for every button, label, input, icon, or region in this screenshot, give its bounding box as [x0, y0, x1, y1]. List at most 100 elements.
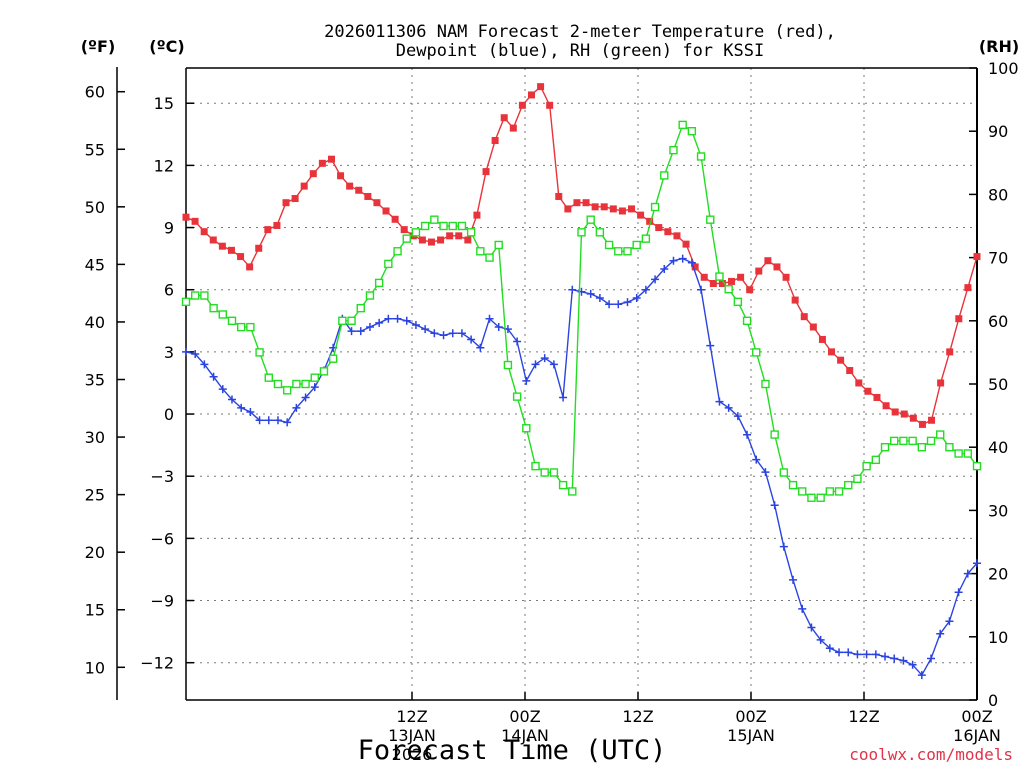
fahrenheit-tick-label: 55 — [85, 140, 105, 159]
rh-point — [549, 468, 559, 477]
rh-point — [522, 424, 531, 433]
rh-tick-label: 70 — [988, 249, 1008, 268]
temperature-series — [182, 83, 981, 428]
dewpoint-point — [384, 314, 393, 323]
celsius-tick-label: −9 — [150, 592, 174, 611]
x-tick-label: 12Z — [622, 707, 653, 726]
dewpoint-point — [761, 468, 770, 477]
temperature-point — [255, 244, 263, 252]
dewpoint-point — [963, 569, 972, 578]
x-tick-label: 00Z — [509, 707, 540, 726]
dewpoint-point — [595, 294, 604, 303]
dewpoint-point — [421, 325, 430, 334]
temperature-point — [582, 199, 590, 207]
rh-point — [917, 443, 927, 452]
rh-point — [669, 145, 678, 155]
dewpoint-point — [927, 654, 936, 663]
rh-point — [687, 126, 697, 136]
temperature-point — [491, 137, 499, 145]
temperature-point — [291, 195, 299, 203]
rh-point — [209, 303, 218, 313]
rh-tick-label: 0 — [988, 691, 998, 710]
temperature-point — [546, 101, 554, 109]
dewpoint-point — [393, 314, 402, 323]
temperature-point — [891, 408, 899, 416]
rh-point — [568, 487, 577, 496]
rh-point — [347, 316, 356, 325]
celsius-tick-label: −3 — [150, 467, 174, 486]
dewpoint-point — [816, 635, 825, 644]
rh-point — [844, 480, 853, 490]
rh-point — [807, 493, 816, 502]
rh-point — [788, 480, 798, 490]
rh-point — [586, 215, 595, 224]
temperature-point — [327, 155, 335, 163]
dewpoint-point — [825, 644, 834, 653]
dewpoint-point — [605, 300, 614, 309]
celsius-unit-label: (ºC) — [149, 37, 184, 56]
dewpoint-point — [347, 327, 356, 336]
dewpoint-point — [264, 416, 273, 425]
dewpoint-point — [752, 455, 761, 464]
dewpoint-point — [310, 383, 319, 392]
temperature-point — [464, 236, 472, 244]
dewpoint-point — [218, 385, 227, 394]
temperature-point — [364, 192, 372, 200]
temperature-point — [682, 240, 690, 248]
temperature-point — [246, 263, 254, 271]
rh-point — [411, 228, 421, 237]
rh-point — [862, 461, 871, 471]
temperature-point — [355, 186, 363, 194]
rh-point — [476, 247, 485, 256]
rh-tick-label: 60 — [988, 312, 1008, 331]
dewpoint-point — [402, 316, 411, 325]
temperature-point — [273, 221, 281, 229]
dewpoint-point — [494, 323, 503, 332]
temperature-point — [628, 205, 636, 213]
temperature-point — [855, 379, 863, 387]
dewpoint-point — [513, 337, 522, 346]
temperature-point — [318, 159, 326, 167]
rh-tick-label: 50 — [988, 375, 1008, 394]
rh-point — [871, 455, 881, 465]
rh-point — [641, 234, 651, 243]
temperature-point — [691, 263, 699, 271]
rh-point — [485, 253, 494, 262]
x-tick-label: 2026 — [392, 745, 433, 764]
temperature-point — [482, 168, 490, 176]
temperature-point — [400, 226, 408, 234]
rh-point — [798, 487, 807, 496]
dewpoint-point — [945, 617, 954, 626]
temperature-point — [755, 267, 763, 275]
x-tick-label: 12Z — [396, 707, 427, 726]
dewpoint-point — [678, 254, 687, 263]
rh-point — [908, 436, 917, 446]
rh-point — [660, 171, 669, 180]
temperature-point — [837, 356, 845, 364]
temperature-point — [573, 199, 581, 207]
temperature-point — [882, 402, 890, 410]
temperature-point — [918, 420, 926, 428]
celsius-tick-label: 9 — [164, 219, 174, 238]
temperature-point — [655, 224, 663, 232]
rh-point — [558, 480, 568, 490]
rh-point — [834, 487, 844, 496]
dewpoint-point — [770, 501, 779, 510]
rh-point — [457, 221, 467, 231]
rh-point — [963, 449, 973, 458]
fahrenheit-tick-label: 20 — [85, 543, 105, 562]
fahrenheit-tick-label: 50 — [85, 198, 105, 217]
dewpoint-point — [191, 349, 200, 358]
dewpoint-point — [182, 347, 190, 356]
rh-point — [494, 240, 503, 250]
rh-point — [880, 443, 890, 452]
temperature-point — [637, 211, 645, 219]
dewpoint-point — [862, 650, 871, 659]
rh-point — [696, 152, 706, 161]
rh-point — [264, 373, 273, 382]
dewpoint-point — [917, 671, 926, 680]
tick-labels: 15129630−3−6−9−1260555045403530252015101… — [85, 59, 1019, 764]
temperature-point — [437, 236, 445, 244]
rh-point — [356, 303, 365, 313]
